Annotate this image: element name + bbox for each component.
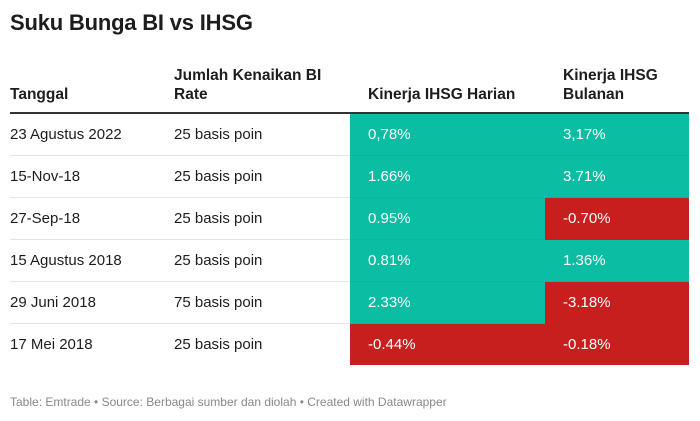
chart-title: Suku Bunga BI vs IHSG — [10, 10, 253, 35]
cell-kenaikan: 25 basis poin — [174, 113, 350, 156]
cell-bulanan: -0.70% — [545, 197, 689, 240]
cell-tanggal: 27-Sep-18 — [10, 197, 174, 240]
cell-bulanan: 3.71% — [545, 155, 689, 198]
footer-credits: Table: Emtrade • Source: Berbagai sumber… — [10, 395, 447, 409]
cell-bulanan: 3,17% — [545, 113, 689, 156]
table-row: 15-Nov-18 25 basis poin 1.66% 3.71% — [10, 155, 689, 198]
cell-tanggal: 29 Juni 2018 — [10, 281, 174, 324]
cell-harian: 2.33% — [350, 281, 545, 324]
cell-tanggal: 15 Agustus 2018 — [10, 239, 174, 282]
table-row: 15 Agustus 2018 25 basis poin 0.81% 1.36% — [10, 239, 689, 282]
cell-bulanan: -3.18% — [545, 281, 689, 324]
cell-harian: -0.44% — [350, 323, 545, 365]
cell-tanggal: 17 Mei 2018 — [10, 336, 93, 353]
column-header-bulanan[interactable]: Kinerja IHSG Bulanan — [545, 66, 689, 114]
column-header-tanggal[interactable]: Tanggal — [10, 66, 174, 114]
table-row: 27-Sep-18 25 basis poin 0.95% -0.70% — [10, 197, 689, 240]
data-table: Tanggal Jumlah Kenaikan BI Rate Kinerja … — [10, 66, 689, 365]
cell-harian: 0.81% — [350, 239, 545, 282]
cell-harian: 0,78% — [350, 113, 545, 156]
cell-harian: 1.66% — [350, 155, 545, 198]
cell-harian: 0.95% — [350, 197, 545, 240]
cell-bulanan: 1.36% — [545, 239, 689, 282]
table-row: 17 Mei 2018 25 basis poin -0.44% -0.18% — [10, 323, 689, 365]
cell-kenaikan: 25 basis poin — [174, 239, 350, 282]
table-row: 23 Agustus 2022 25 basis poin 0,78% 3,17% — [10, 113, 689, 156]
cell-kenaikan: 25 basis poin — [174, 197, 350, 240]
cell-kenaikan: 25 basis poin — [174, 336, 263, 353]
cell-tanggal: 23 Agustus 2022 — [10, 113, 174, 156]
cell-kenaikan: 25 basis poin — [174, 155, 350, 198]
table-row: 29 Juni 2018 75 basis poin 2.33% -3.18% — [10, 281, 689, 324]
cell-bulanan: -0.18% — [545, 323, 689, 365]
column-header-harian[interactable]: Kinerja IHSG Harian — [350, 66, 545, 114]
header-row: Tanggal Jumlah Kenaikan BI Rate Kinerja … — [10, 66, 689, 114]
column-header-kenaikan[interactable]: Jumlah Kenaikan BI Rate — [174, 66, 350, 114]
cell-tanggal: 15-Nov-18 — [10, 155, 174, 198]
cell-kenaikan: 75 basis poin — [174, 281, 350, 324]
